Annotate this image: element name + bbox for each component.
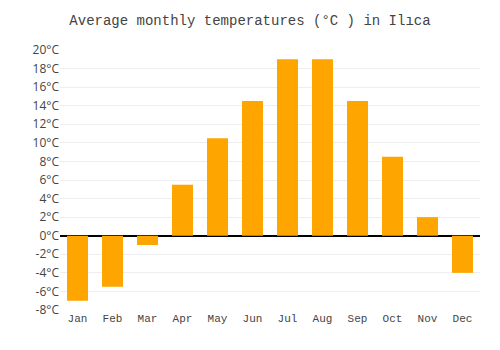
svg-text:Nov: Nov xyxy=(418,313,438,325)
svg-text:Aug: Aug xyxy=(313,313,333,325)
svg-text:Jul: Jul xyxy=(278,313,298,325)
svg-text:-8°C: -8°C xyxy=(36,301,60,318)
svg-text:-4°C: -4°C xyxy=(36,264,60,281)
svg-text:-2°C: -2°C xyxy=(36,245,60,262)
svg-text:Sep: Sep xyxy=(348,313,368,325)
svg-text:6°C: 6°C xyxy=(39,171,59,188)
svg-text:Jun: Jun xyxy=(243,313,263,325)
svg-text:20°C: 20°C xyxy=(33,41,60,58)
svg-text:0°C: 0°C xyxy=(39,227,59,244)
svg-text:Oct: Oct xyxy=(383,313,403,325)
svg-text:10°C: 10°C xyxy=(33,134,60,151)
svg-text:18°C: 18°C xyxy=(33,60,60,77)
svg-text:2°C: 2°C xyxy=(39,208,59,225)
svg-text:Dec: Dec xyxy=(453,313,473,325)
svg-text:14°C: 14°C xyxy=(33,97,60,114)
svg-text:-6°C: -6°C xyxy=(36,283,60,300)
svg-text:Feb: Feb xyxy=(103,313,123,325)
svg-text:16°C: 16°C xyxy=(33,78,60,95)
svg-text:Average monthly temperatures (: Average monthly temperatures (°C ) in Il… xyxy=(69,13,430,29)
svg-text:May: May xyxy=(208,313,228,325)
svg-text:8°C: 8°C xyxy=(39,153,59,170)
svg-text:Mar: Mar xyxy=(138,313,158,325)
svg-text:Apr: Apr xyxy=(173,313,193,325)
svg-text:4°C: 4°C xyxy=(39,190,59,207)
svg-text:12°C: 12°C xyxy=(33,115,60,132)
svg-text:Jan: Jan xyxy=(68,313,88,325)
